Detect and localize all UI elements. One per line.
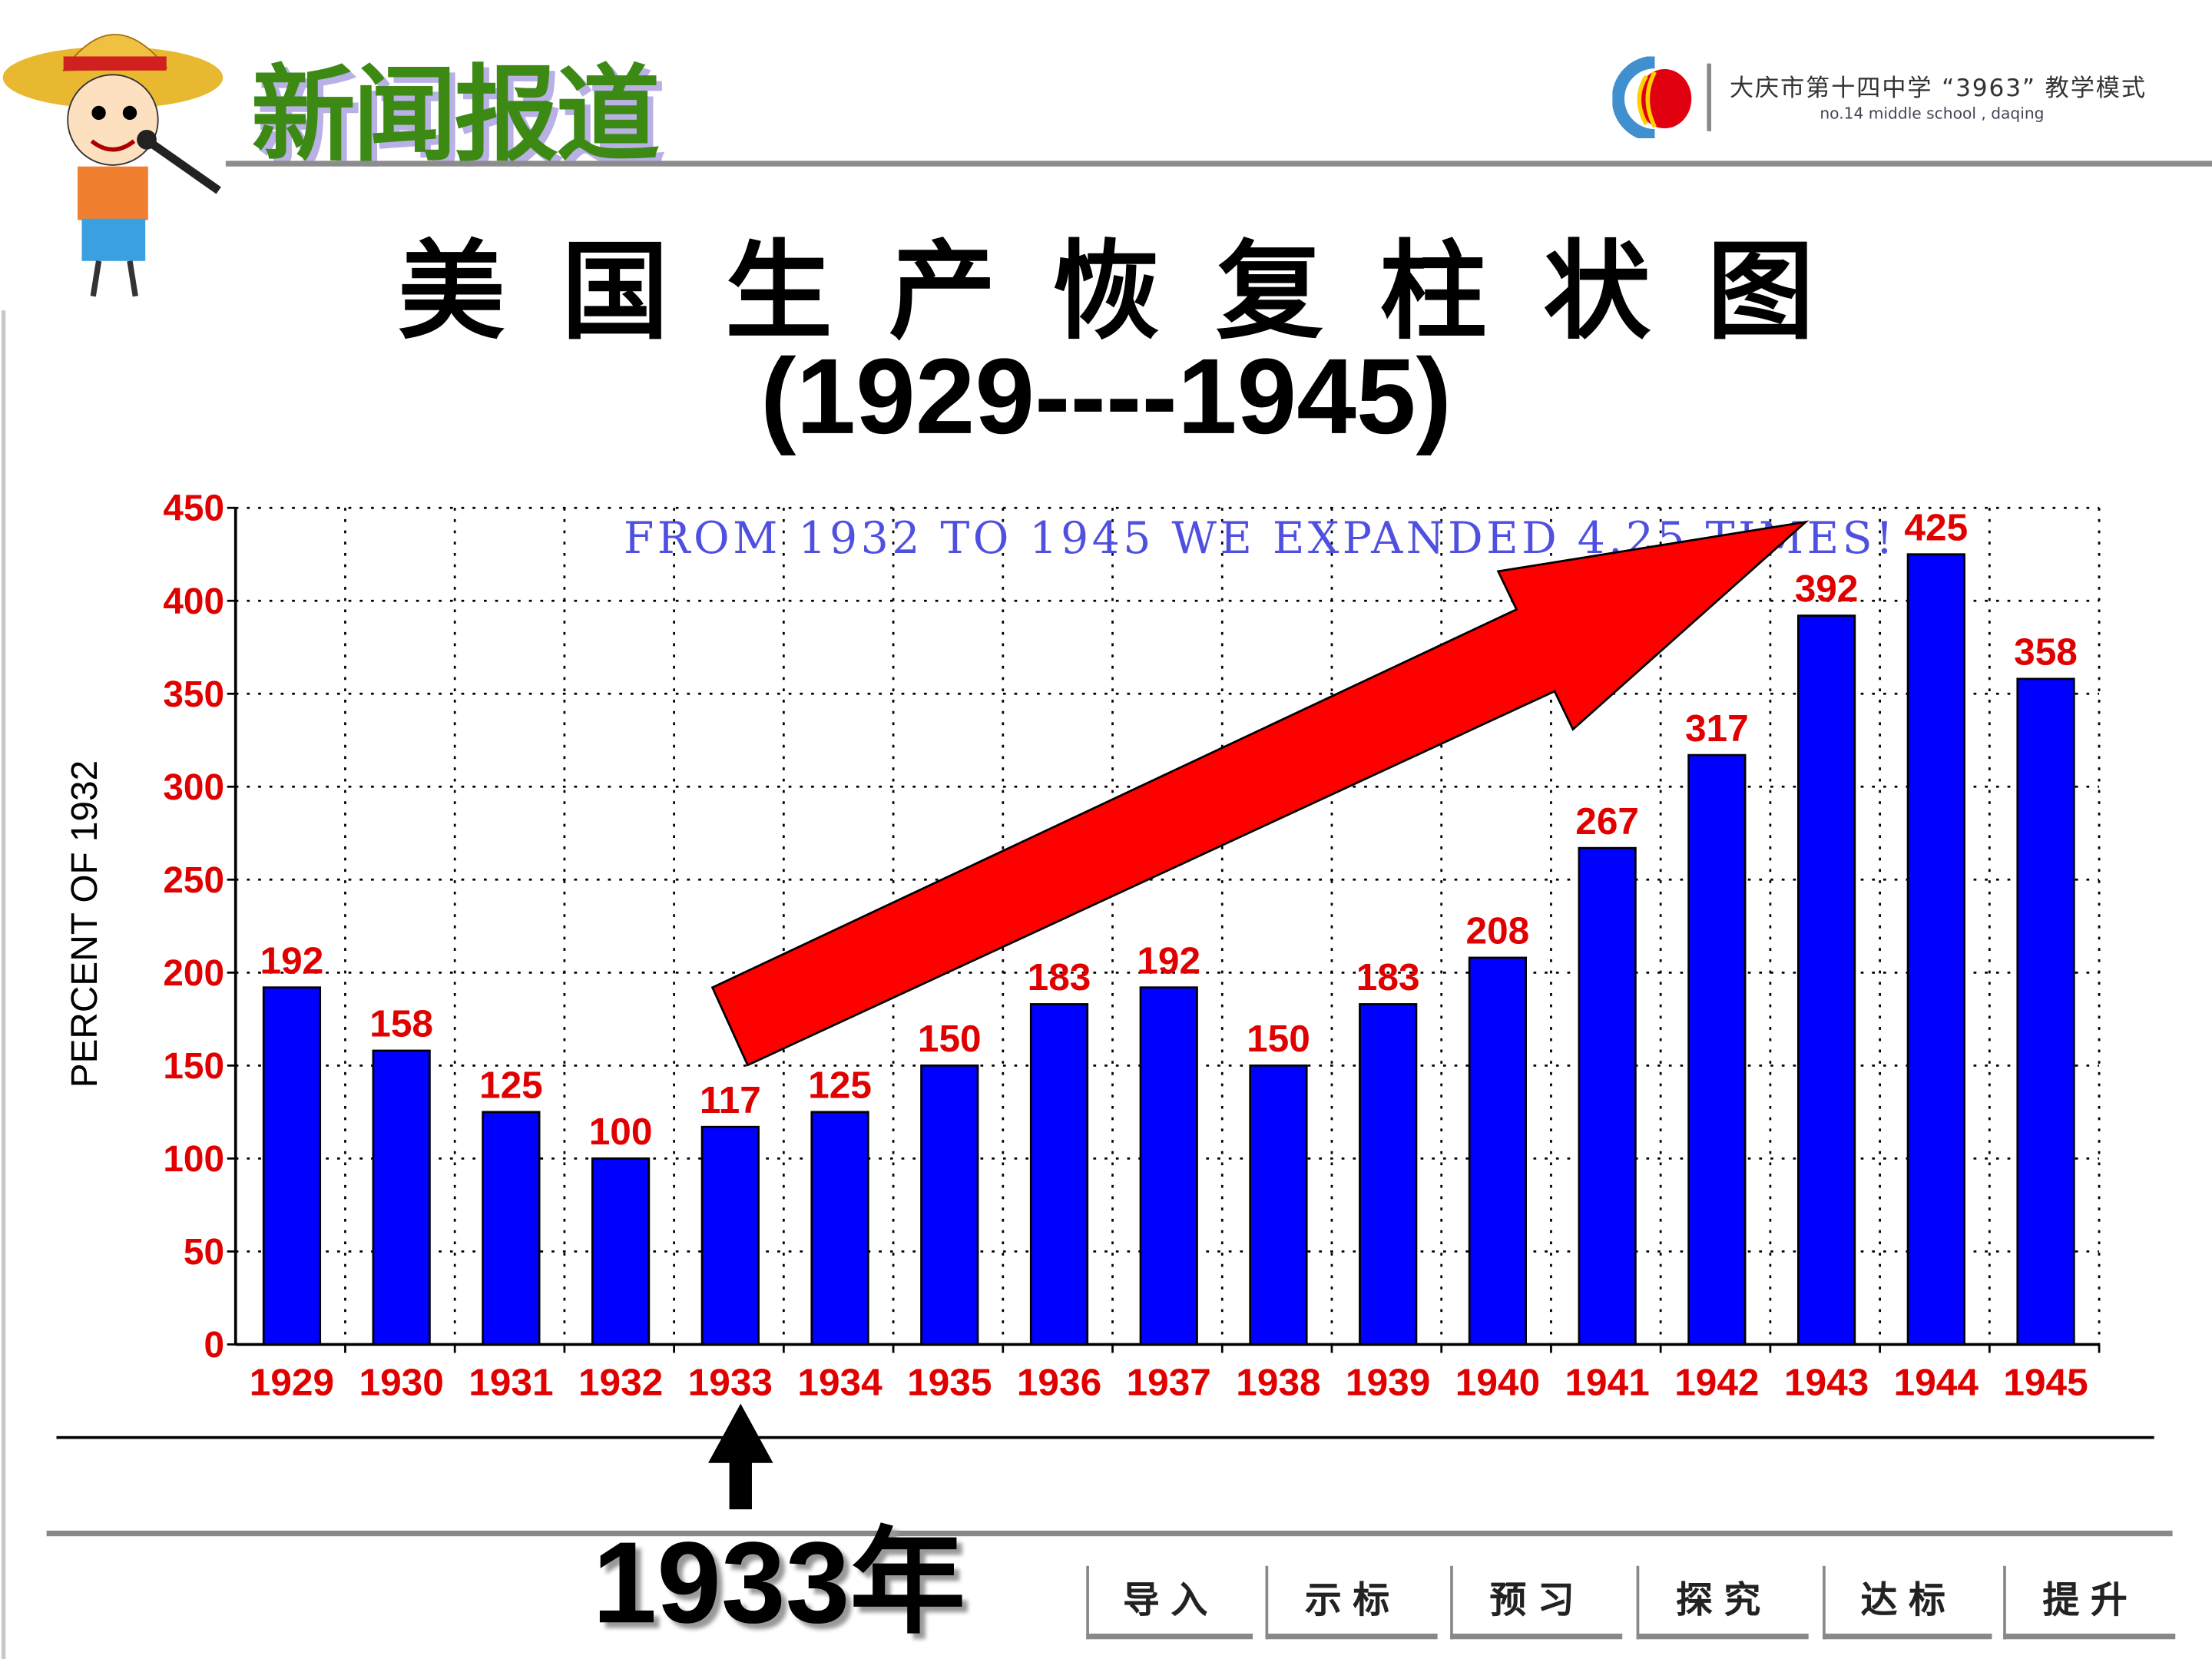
data-label: 267 [1575, 800, 1639, 843]
bar [1687, 753, 1747, 1346]
data-label: 150 [918, 1017, 982, 1060]
x-tick-label: 1932 [578, 1361, 663, 1404]
y-tick-label: 400 [163, 581, 224, 622]
data-label: 100 [589, 1110, 653, 1153]
y-tick-label: 300 [163, 767, 224, 808]
chart-subtitle: (1929----1945) [760, 336, 1452, 458]
y-tick-label: 350 [163, 674, 224, 715]
y-tick-label: 200 [163, 953, 224, 994]
x-tick-label: 1934 [797, 1361, 882, 1404]
data-label: 208 [1466, 909, 1530, 952]
bar [1796, 614, 1856, 1346]
data-label: 317 [1685, 707, 1749, 750]
x-tick-label: 1935 [907, 1361, 992, 1404]
bar [372, 1049, 431, 1346]
data-label: 425 [1904, 505, 1968, 548]
x-tick-label: 1944 [1894, 1361, 1979, 1404]
y-tick-label: 0 [204, 1325, 224, 1366]
data-label: 192 [1137, 939, 1200, 982]
axes: 0 50 100 150 200 250 300 350 400 450 1929 1930 1931 1… [163, 488, 2101, 1404]
y-tick-label: 450 [163, 488, 224, 529]
x-tick-label: 1940 [1455, 1361, 1540, 1404]
nav-button-intro[interactable]: 导入 [1086, 1565, 1253, 1640]
y-tick-label: 50 [184, 1232, 224, 1273]
bar [1359, 1003, 1418, 1346]
bar [700, 1125, 760, 1346]
bar [920, 1064, 979, 1346]
data-label: 125 [808, 1063, 872, 1106]
bar [591, 1157, 651, 1346]
bar [1578, 846, 1637, 1346]
header-divider [225, 161, 2212, 167]
logo-separator [1707, 63, 1711, 131]
y-tick-label: 150 [163, 1046, 224, 1087]
data-label: 183 [1028, 955, 1091, 998]
bar [1906, 553, 1965, 1346]
x-tick-label: 1938 [1236, 1361, 1320, 1404]
x-tick-label: 1941 [1565, 1361, 1649, 1404]
nav-button-explore[interactable]: 探究 [1636, 1565, 1809, 1640]
x-tick-label: 1931 [469, 1361, 553, 1404]
x-tick-label: 1943 [1784, 1361, 1869, 1404]
bar [262, 986, 322, 1346]
bar [482, 1111, 541, 1346]
x-tick-label: 1936 [1017, 1361, 1101, 1404]
data-label: 358 [2014, 631, 2078, 674]
chart-title: 美国生产恢复柱状图 [397, 228, 1871, 355]
year-annotation: 1933年 [592, 1519, 966, 1648]
x-tick-label: 1937 [1127, 1361, 1211, 1404]
bar [1249, 1064, 1308, 1346]
x-tick-label: 1945 [2003, 1361, 2088, 1404]
bar [1468, 956, 1528, 1346]
data-label: 117 [700, 1078, 761, 1121]
nav-button-assessment[interactable]: 达标 [1823, 1565, 1992, 1640]
school-logo-icon [1612, 56, 1692, 138]
data-label: 125 [479, 1063, 543, 1106]
x-tick-label: 1929 [250, 1361, 334, 1404]
bar [1029, 1003, 1089, 1346]
school-name-english: no.14 middle school , daqing [1820, 104, 2045, 123]
nav-button-preview[interactable]: 预习 [1450, 1565, 1623, 1640]
x-tick-label: 1930 [359, 1361, 444, 1404]
divider-line [56, 1435, 2154, 1439]
nav-button-extension[interactable]: 提升 [2003, 1565, 2176, 1640]
data-label: 192 [260, 939, 324, 982]
data-label: 392 [1795, 567, 1859, 610]
bar [2016, 677, 2075, 1346]
left-border [1, 310, 6, 1659]
nav-button-objectives[interactable]: 示标 [1265, 1565, 1438, 1640]
school-name: 大庆市第十四中学 “3963” 教学模式 [1729, 75, 2147, 104]
bars [262, 553, 2075, 1346]
red-growth-arrow [710, 520, 1810, 1067]
x-tick-label: 1942 [1674, 1361, 1759, 1404]
x-tick-label: 1933 [688, 1361, 773, 1404]
footer-divider [46, 1530, 2173, 1537]
data-label: 183 [1356, 955, 1420, 998]
up-arrow-icon [708, 1403, 773, 1510]
data-label: 150 [1247, 1017, 1310, 1060]
bar [810, 1111, 869, 1346]
header-title: 新闻报道 [250, 55, 661, 177]
x-tick-label: 1939 [1346, 1361, 1430, 1404]
bar [1139, 986, 1198, 1346]
y-tick-label: 250 [163, 860, 224, 901]
data-label: 158 [369, 1002, 433, 1045]
y-tick-label: 100 [163, 1139, 224, 1180]
reporter-cartoon-icon [2, 34, 224, 297]
